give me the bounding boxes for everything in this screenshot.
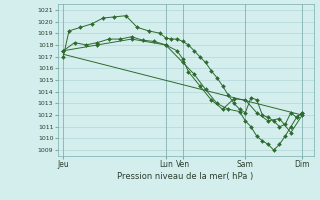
X-axis label: Pression niveau de la mer( hPa ): Pression niveau de la mer( hPa ) <box>117 172 254 181</box>
